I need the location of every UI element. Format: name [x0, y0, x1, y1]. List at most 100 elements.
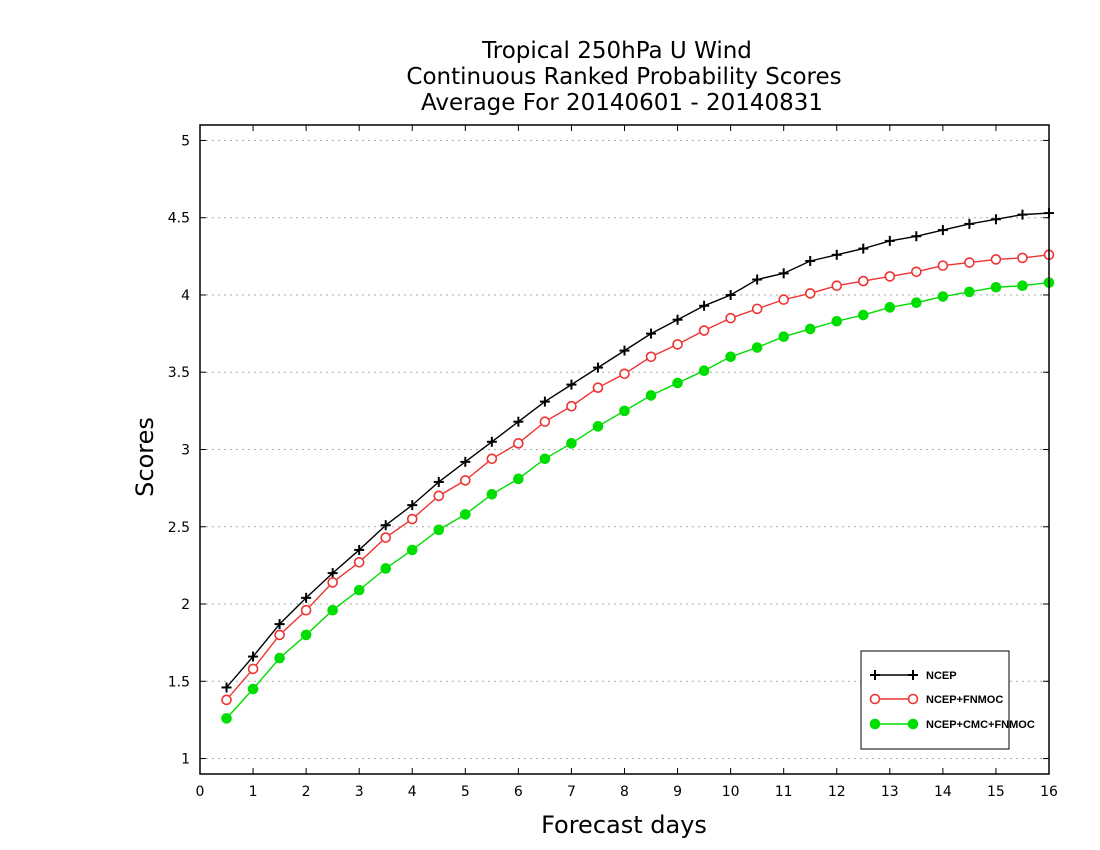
x-tick-label: 1: [249, 784, 258, 800]
data-point: [592, 362, 603, 373]
y-tick-label: 5: [181, 133, 190, 149]
chart-title-line-3: Average For 20140601 - 20140831: [421, 90, 823, 116]
data-point: [539, 396, 550, 407]
data-point: [884, 271, 896, 282]
series-2: [221, 249, 1055, 706]
series-3: [221, 277, 1055, 724]
data-point: [805, 255, 816, 266]
x-tick-label: 2: [302, 784, 311, 800]
y-tick-label: 1.5: [168, 674, 190, 690]
data-point: [433, 490, 445, 502]
data-point: [247, 683, 259, 695]
legend-marker: [907, 718, 919, 730]
data-point: [725, 289, 736, 300]
data-point: [778, 268, 789, 279]
data-point: [699, 300, 710, 311]
data-point: [566, 400, 577, 412]
legend-marker: [908, 670, 918, 680]
legend-item: NCEP+FNMOC: [869, 693, 1003, 706]
x-tick-label: 10: [722, 784, 740, 800]
data-point: [380, 520, 391, 531]
data-point: [539, 416, 551, 427]
data-point: [911, 297, 922, 309]
data-point: [460, 456, 471, 467]
legend-box: [860, 650, 1010, 750]
data-point: [407, 500, 418, 511]
x-tick-label: 0: [196, 784, 205, 800]
data-point: [672, 339, 683, 350]
x-tick-label: 13: [881, 784, 899, 800]
data-point: [221, 682, 232, 693]
y-tick-label: 3.5: [168, 365, 190, 381]
data-point: [513, 438, 524, 449]
data-point: [248, 651, 259, 662]
data-point: [831, 249, 842, 260]
data-point: [274, 652, 285, 664]
data-point: [539, 453, 551, 465]
data-point: [513, 473, 524, 485]
data-point: [380, 532, 392, 543]
x-tick-label: 11: [775, 784, 793, 800]
data-point: [486, 453, 498, 465]
legend: NCEP NCEP+FNMOC NCEP+CMC+FNMOC: [860, 650, 1035, 750]
chart-title-line-2: Continuous Ranked Probability Scores: [406, 64, 841, 90]
data-point: [751, 303, 763, 315]
data-point: [698, 365, 710, 376]
data-point: [858, 243, 869, 254]
data-point: [566, 438, 577, 449]
data-point: [327, 577, 338, 588]
data-point: [300, 629, 312, 641]
data-point: [592, 421, 604, 432]
data-point: [937, 291, 949, 302]
data-point: [964, 257, 975, 268]
x-tick-label: 4: [408, 784, 417, 800]
data-point: [460, 475, 471, 486]
legend-marker: [907, 693, 919, 705]
data-point: [1017, 209, 1028, 220]
data-point: [486, 489, 498, 500]
series-1: [221, 208, 1054, 693]
data-point: [857, 309, 869, 321]
chart-title-line-1: Tropical 250hPa U Wind: [481, 38, 752, 64]
data-point: [1017, 252, 1028, 264]
x-tick-label: 12: [828, 784, 846, 800]
data-point: [274, 619, 285, 630]
data-point: [804, 288, 816, 299]
data-point: [327, 604, 338, 616]
x-tick-label: 9: [673, 784, 682, 800]
data-point: [751, 342, 763, 353]
x-tick-label: 8: [620, 784, 629, 800]
data-point: [937, 260, 949, 271]
data-point: [672, 377, 683, 389]
data-point: [725, 312, 736, 324]
data-point: [645, 390, 657, 401]
data-point: [406, 544, 418, 556]
data-point: [247, 663, 259, 675]
data-point: [698, 325, 710, 336]
data-point: [619, 405, 630, 417]
data-point: [646, 328, 657, 339]
data-point: [592, 382, 604, 393]
data-point: [221, 713, 232, 724]
legend-marker: [869, 693, 881, 705]
data-point: [964, 286, 975, 298]
data-point: [831, 280, 843, 292]
data-point: [460, 509, 471, 520]
data-point: [911, 266, 922, 278]
data-point: [752, 274, 763, 285]
y-tick-label: 3: [181, 443, 190, 459]
x-tick-label: 3: [355, 784, 364, 800]
data-point: [513, 416, 524, 427]
data-point: [301, 592, 312, 603]
axis-ticks: 11.522.533.544.550 1 2 3 4 5 6 7 8 9 10 11 12 13 14 15 1…: [168, 125, 1058, 800]
y-tick-label: 4: [181, 288, 190, 304]
data-point: [911, 231, 922, 242]
data-point: [327, 568, 338, 579]
data-point: [380, 563, 392, 574]
data-point: [990, 254, 1002, 265]
data-point: [274, 629, 285, 641]
data-point: [964, 218, 975, 229]
legend-label: NCEP+CMC+FNMOC: [926, 719, 1035, 731]
data-point: [221, 694, 232, 706]
